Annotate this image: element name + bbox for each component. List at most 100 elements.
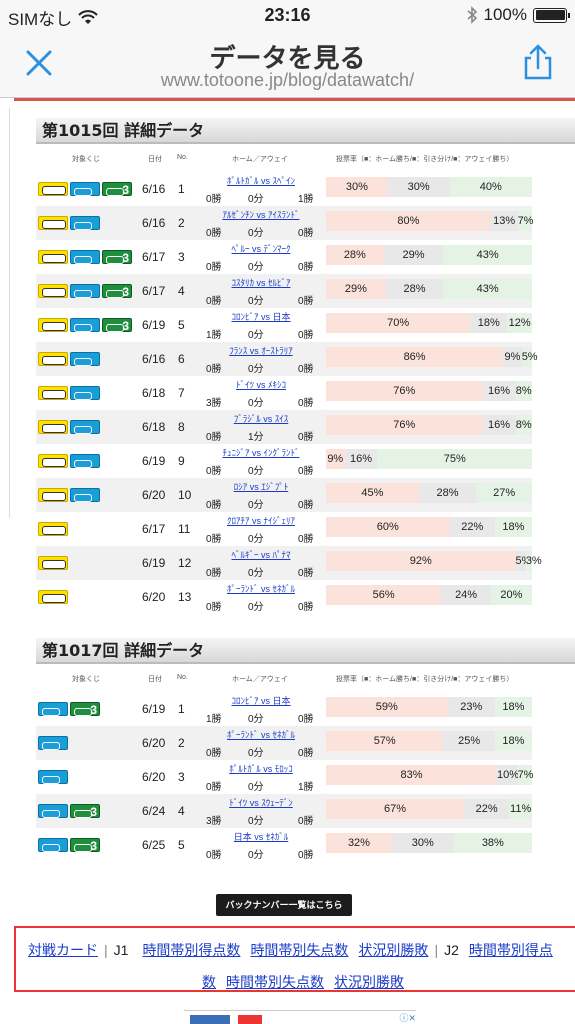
target-lotto-badges (38, 590, 68, 604)
draws: 0分 (248, 714, 264, 725)
away-wins: 0勝 (298, 228, 314, 239)
match-link[interactable]: 日本 vs ｾﾈｶﾞﾙ (233, 832, 289, 842)
match-link[interactable]: ﾌﾗﾝｽ vs ｵｰｽﾄﾗﾘｱ (229, 346, 293, 356)
link-j2-status[interactable]: 状況別勝敗 (334, 974, 404, 990)
share-icon[interactable] (521, 44, 555, 82)
home-vote-segment: 30% (326, 177, 388, 197)
match-link[interactable]: ﾄﾞｲﾂ vs ﾒｷｼｺ (235, 380, 286, 390)
page-title: データを見る (209, 43, 366, 73)
ad-graphic (238, 1015, 262, 1024)
match-date: 6/17 (142, 250, 166, 264)
label-j2: J2 (444, 942, 459, 958)
match-number: 1 (178, 702, 185, 716)
link-j2-time-goals[interactable]: 時間帯別得点 (468, 942, 553, 958)
backnumber-button[interactable]: バックナンバー一覧はこちら (216, 894, 352, 916)
detail-section-1017: 第1017回 詳細データ 対象くじ 日付 No. ホーム／アウェイ 投票率（■：… (36, 638, 575, 861)
away-vote-segment: 20% (490, 585, 532, 605)
away-wins: 0勝 (298, 296, 314, 307)
ad-banner[interactable]: ⓘ✕ (184, 1010, 416, 1024)
away-wins: 0勝 (298, 534, 314, 545)
target-lotto-badges (38, 522, 68, 536)
match-link[interactable]: ﾎﾟﾙﾄｶﾞﾙ vs ﾓﾛｯｺ (229, 764, 293, 774)
vote-rate-bar: 32% 30% 38% (326, 833, 532, 853)
match-link[interactable]: ｸﾛｱﾁｱ vs ﾅｲｼﾞｪﾘｱ (226, 516, 295, 526)
match-link[interactable]: ﾍﾟﾙｰ vs ﾃﾞﾝﾏｰｸ (231, 244, 291, 254)
away-vote-segment: 8% (515, 415, 532, 435)
link-j1-time-concede[interactable]: 時間帯別失点数 (250, 942, 349, 958)
match-number: 12 (178, 556, 192, 570)
goal3-badge-icon (102, 250, 132, 265)
link-match-card[interactable]: 対戦カード (28, 942, 98, 958)
home-wins: 3勝 (206, 816, 222, 827)
sidebar-fragment[interactable] (0, 188, 8, 198)
sidebar-fragment[interactable] (0, 268, 8, 278)
sidebar-fragment[interactable] (0, 138, 8, 148)
match-link[interactable]: ﾛｼｱ vs ｴｼﾞﾌﾟﾄ (233, 482, 289, 492)
minitoto-badge-icon (70, 250, 100, 264)
away-wins: 0勝 (298, 466, 314, 477)
match-link[interactable]: ｺﾛﾝﾋﾞｱ vs 日本 (231, 312, 291, 322)
home-vote-segment: 76% (326, 415, 483, 435)
home-wins: 0勝 (206, 296, 222, 307)
away-vote-segment: 18% (494, 697, 532, 717)
match-link[interactable]: ｱﾙｾﾞﾝﾁﾝ vs ｱｲｽﾗﾝﾄﾞ (222, 210, 300, 220)
away-vote-segment: 7% (517, 211, 533, 231)
match-link[interactable]: ﾎﾟﾙﾄｶﾞﾙ vs ｽﾍﾟｲﾝ (226, 176, 295, 186)
ad-info-icon[interactable]: ⓘ✕ (399, 1013, 416, 1023)
minitoto-badge-icon (38, 838, 68, 852)
close-icon[interactable] (22, 46, 56, 80)
draws: 0分 (248, 330, 264, 341)
match-link[interactable]: ﾎﾟｰﾗﾝﾄﾞ vs ｾﾈｶﾞﾙ (226, 730, 295, 740)
home-vote-segment: 59% (326, 697, 448, 717)
draw-vote-segment: 5% (515, 551, 531, 571)
sidebar-fragment[interactable] (0, 488, 8, 498)
away-vote-segment: 8% (515, 381, 532, 401)
draws: 0分 (248, 850, 264, 861)
draw-vote-segment: 9% (503, 347, 522, 367)
match-link[interactable]: ﾄﾞｲﾂ vs ｽｳｪｰﾃﾞﾝ (229, 798, 293, 808)
match-link[interactable]: ﾎﾟｰﾗﾝﾄﾞ vs ｾﾈｶﾞﾙ (226, 584, 295, 594)
home-vote-segment: 57% (326, 731, 444, 751)
away-wins: 0勝 (298, 602, 314, 613)
table-row: 6/20 10 ﾛｼｱ vs ｴｼﾞﾌﾟﾄ 0勝 0分 0勝 45% 28% 27% (36, 478, 532, 512)
minitoto-badge-icon (70, 182, 100, 196)
match-link[interactable]: ｺﾛﾝﾋﾞｱ vs 日本 (231, 696, 291, 706)
toto-badge-icon (38, 522, 68, 536)
link-j1-status[interactable]: 状況別勝敗 (358, 942, 429, 958)
match-number: 9 (178, 454, 185, 468)
header-target: 対象くじ (72, 676, 100, 683)
link-j2-time-concede[interactable]: 時間帯別失点数 (226, 974, 324, 990)
toto-badge-icon (38, 590, 68, 604)
match-link[interactable]: ｺｽﾀﾘｶ vs ｾﾙﾋﾞｱ (231, 278, 291, 288)
match-number: 5 (178, 838, 185, 852)
draw-vote-segment: 23% (447, 697, 495, 717)
away-vote-segment: 43% (443, 245, 532, 265)
minitoto-badge-icon (70, 386, 100, 400)
target-lotto-badges (38, 216, 100, 230)
away-vote-segment: 7% (517, 765, 533, 785)
draws: 1分 (248, 432, 264, 443)
link-j2-time-goals-cont[interactable]: 数 (202, 974, 216, 990)
draw-vote-segment: 18% (470, 313, 508, 333)
home-vote-segment: 86% (326, 347, 504, 367)
away-vote-segment: 43% (443, 279, 532, 299)
toto-badge-icon (38, 318, 68, 332)
match-number: 6 (178, 352, 185, 366)
table-row: 6/24 4 ﾄﾞｲﾂ vs ｽｳｪｰﾃﾞﾝ 3勝 0分 0勝 67%22%11% (36, 794, 532, 828)
home-vote-segment: 29% (326, 279, 386, 299)
home-vote-segment: 9% (326, 449, 345, 469)
table-row: 6/20 13 ﾎﾟｰﾗﾝﾄﾞ vs ｾﾈｶﾞﾙ 0勝 0分 0勝 56% 24% 20% (36, 580, 532, 614)
match-link[interactable]: ﾍﾞﾙｷﾞｰ vs ﾊﾟﾅﾏ (231, 550, 291, 560)
carrier-label: SIMなし (8, 10, 73, 29)
draw-vote-segment: 25% (443, 731, 495, 751)
vote-rate-bar: 56% 24% 20% (326, 585, 532, 605)
target-lotto-badges (38, 702, 100, 717)
match-link[interactable]: ﾁｭﾆｼﾞｱ vs ｲﾝｸﾞﾗﾝﾄﾞ (222, 448, 300, 458)
sidebar-fragment[interactable] (0, 368, 8, 378)
home-vote-segment: 92% (326, 551, 516, 571)
home-wins: 0勝 (206, 364, 222, 375)
away-wins: 0勝 (298, 500, 314, 511)
link-j1-time-goals[interactable]: 時間帯別得点数 (142, 942, 241, 958)
match-link[interactable]: ﾌﾞﾗｼﾞﾙ vs ｽｲｽ (233, 414, 289, 424)
